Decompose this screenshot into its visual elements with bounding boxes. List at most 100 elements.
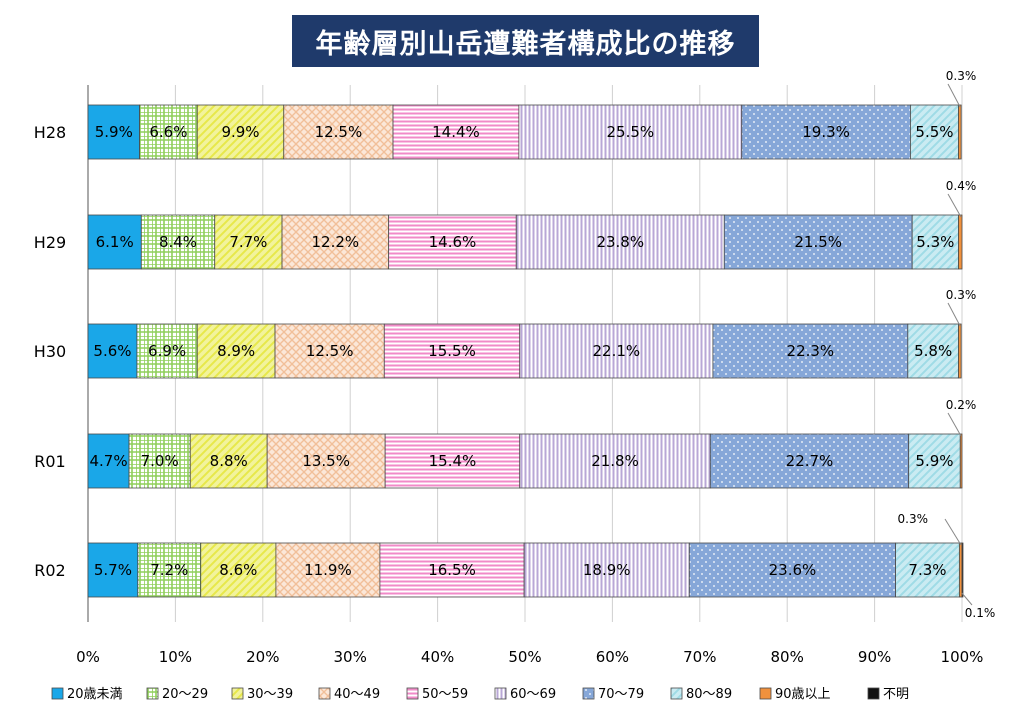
legend-item: 80～89 <box>670 687 732 702</box>
x-tick-label: 30% <box>334 648 367 666</box>
legend-label: 不明 <box>883 687 909 702</box>
category-label: H28 <box>34 123 66 142</box>
legend-swatch <box>406 687 419 700</box>
legend-item: 40～49 <box>318 687 380 702</box>
legend-swatch <box>867 687 880 700</box>
bar-segment <box>958 323 962 379</box>
data-label: 5.3% <box>916 233 954 251</box>
data-label: 5.8% <box>914 342 952 360</box>
data-label: 15.5% <box>428 342 476 360</box>
category-label: R01 <box>34 452 65 471</box>
legend-swatch <box>146 687 159 700</box>
data-label: 14.4% <box>432 123 480 141</box>
data-label: 5.5% <box>915 123 953 141</box>
bar-segment <box>958 214 963 270</box>
data-label: 9.9% <box>221 123 259 141</box>
data-label: 18.9% <box>583 561 631 579</box>
data-label: 22.7% <box>786 452 834 470</box>
bar-segment <box>911 214 959 270</box>
category-label: H29 <box>34 233 66 252</box>
legend-label: 60～69 <box>510 687 556 702</box>
data-label: 12.5% <box>306 342 354 360</box>
x-tick-label: 50% <box>508 648 541 666</box>
data-label: 0.2% <box>946 398 977 412</box>
legend-item: 60～69 <box>494 687 556 702</box>
category-label: R02 <box>34 561 65 580</box>
legend: 20歳未満 20～29 30～39 40～49 50～59 60～69 70～79 80～89… <box>51 687 909 702</box>
bar-segment <box>87 542 139 598</box>
x-tick-label: 100% <box>941 648 984 666</box>
legend-swatch <box>318 687 331 700</box>
bar-segment <box>379 542 525 598</box>
bar-segment <box>87 214 142 270</box>
bar-segment <box>214 214 283 270</box>
x-tick-label: 40% <box>421 648 454 666</box>
data-label: 16.5% <box>428 561 476 579</box>
bar-segment <box>189 433 268 489</box>
data-label: 7.0% <box>141 452 179 470</box>
bar-segment <box>961 542 964 598</box>
bar-segment <box>281 214 390 270</box>
bar-segment <box>87 323 138 379</box>
data-label: 0.3% <box>946 288 977 302</box>
legend-item: 30～39 <box>231 687 293 702</box>
data-label: 0.3% <box>946 69 977 83</box>
legend-label: 80～89 <box>686 687 732 702</box>
data-label: 22.3% <box>787 342 835 360</box>
legend-swatch <box>582 687 595 700</box>
x-tick-label: 0% <box>76 648 100 666</box>
legend-item: 70～79 <box>582 687 644 702</box>
bar-segment <box>518 104 743 160</box>
bar-segment <box>741 104 911 160</box>
leader-line <box>947 302 961 327</box>
bar-segment <box>140 214 216 270</box>
leader-line <box>961 592 973 606</box>
data-label: 21.8% <box>591 452 639 470</box>
bar-segment <box>87 104 140 160</box>
legend-label: 90歳以上 <box>775 687 831 702</box>
data-label: 0.3% <box>898 512 929 526</box>
bar-segment <box>959 433 963 489</box>
data-label: 15.4% <box>429 452 477 470</box>
legend-label: 50～59 <box>422 687 468 702</box>
bar-segment <box>709 433 910 489</box>
data-label: 6.9% <box>148 342 186 360</box>
legend-label: 20歳未満 <box>67 687 123 702</box>
data-label: 5.6% <box>93 342 131 360</box>
bar-segment <box>519 323 714 379</box>
data-label: 25.5% <box>606 123 654 141</box>
legend-label: 20～29 <box>162 687 208 702</box>
legend-swatch <box>231 687 244 700</box>
data-label: 5.9% <box>915 452 953 470</box>
data-label: 8.8% <box>210 452 248 470</box>
bar-segment <box>384 433 521 489</box>
bar-segment <box>196 104 285 160</box>
bar-segment <box>383 323 521 379</box>
data-label: 14.6% <box>429 233 477 251</box>
data-label: 8.9% <box>217 342 255 360</box>
bar-segment <box>274 323 385 379</box>
data-label: 12.5% <box>315 123 363 141</box>
bar-segment <box>908 433 961 489</box>
bar-segment <box>910 104 959 160</box>
legend-item: 不明 <box>867 687 909 702</box>
legend-item: 20歳未満 <box>51 687 123 702</box>
bar-segment <box>136 323 198 379</box>
x-tick-label: 70% <box>683 648 716 666</box>
data-label: 8.6% <box>219 561 257 579</box>
data-label: 5.9% <box>95 123 133 141</box>
leader-line <box>944 518 962 546</box>
category-label: H30 <box>34 342 66 361</box>
data-label: 6.6% <box>149 123 187 141</box>
bar-segment <box>519 433 711 489</box>
data-label: 11.9% <box>304 561 352 579</box>
legend-item: 50～59 <box>406 687 468 702</box>
data-label: 7.3% <box>908 561 946 579</box>
legend-label: 30～39 <box>247 687 293 702</box>
x-tick-label: 80% <box>771 648 804 666</box>
x-tick-label: 10% <box>159 648 192 666</box>
bar-segment <box>958 104 962 160</box>
bar-segment <box>87 433 130 489</box>
data-label: 13.5% <box>302 452 350 470</box>
